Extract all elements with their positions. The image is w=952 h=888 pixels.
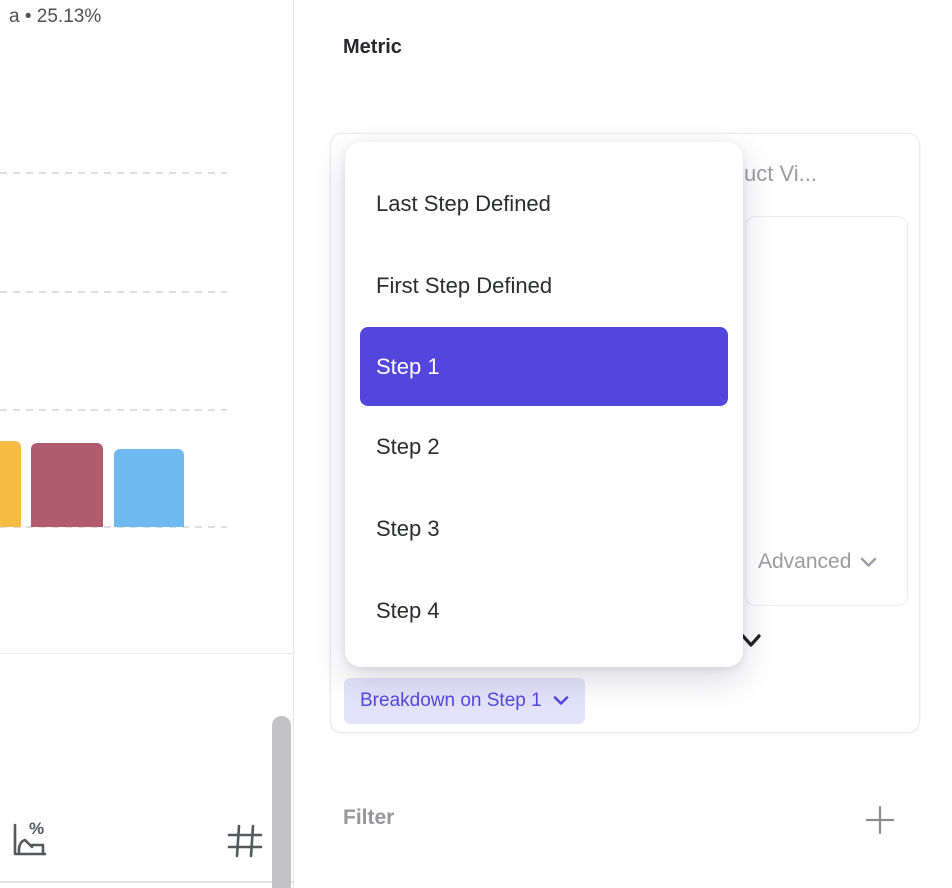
filter-section-heading: Filter — [343, 806, 395, 829]
grid-icon[interactable] — [226, 824, 264, 858]
event-selector-truncated-text[interactable]: uct Vi... — [744, 161, 817, 186]
breakdown-on-step-button[interactable]: Breakdown on Step 1 — [344, 678, 585, 724]
event-options-card — [745, 216, 908, 606]
dropdown-item-step-2[interactable]: Step 2 — [376, 434, 440, 459]
add-filter-button[interactable] — [863, 804, 897, 838]
gridline — [0, 409, 227, 411]
advanced-toggle[interactable]: Advanced — [758, 550, 877, 574]
dropdown-item-last-step-defined[interactable]: Last Step Defined — [376, 191, 551, 216]
gridline-baseline — [0, 526, 227, 528]
step-selector-dropdown: Last Step Defined First Step Defined Ste… — [345, 142, 743, 667]
funnel-bar-amber[interactable] — [0, 441, 21, 527]
event-expander-chevron-down-icon[interactable] — [740, 632, 762, 650]
funnel-bar-blue[interactable] — [114, 449, 184, 527]
funnel-bar-maroon[interactable] — [31, 443, 103, 527]
legend-conversion-text: a • 25.13% — [9, 6, 102, 27]
breakdown-label: Breakdown on Step 1 — [360, 690, 542, 711]
svg-text:%: % — [29, 819, 44, 838]
gridline — [0, 291, 227, 293]
panel-divider — [293, 0, 294, 888]
dropdown-item-first-step-defined[interactable]: First Step Defined — [376, 273, 553, 298]
gridline — [0, 172, 227, 174]
dropdown-item-step-3[interactable]: Step 3 — [376, 516, 440, 541]
dropdown-item-step-4[interactable]: Step 4 — [376, 598, 440, 623]
chart-card-bottom-border — [0, 653, 293, 654]
chevron-down-icon — [553, 690, 569, 712]
metric-section-heading: Metric — [343, 36, 402, 58]
percent-chart-icon[interactable]: % — [6, 816, 50, 862]
left-panel-bottom-border — [0, 881, 293, 883]
chevron-down-icon — [860, 550, 877, 574]
dropdown-item-step-1-selected[interactable]: Step 1 — [360, 327, 728, 406]
scrollbar-thumb[interactable] — [272, 716, 291, 888]
advanced-label: Advanced — [758, 550, 852, 573]
